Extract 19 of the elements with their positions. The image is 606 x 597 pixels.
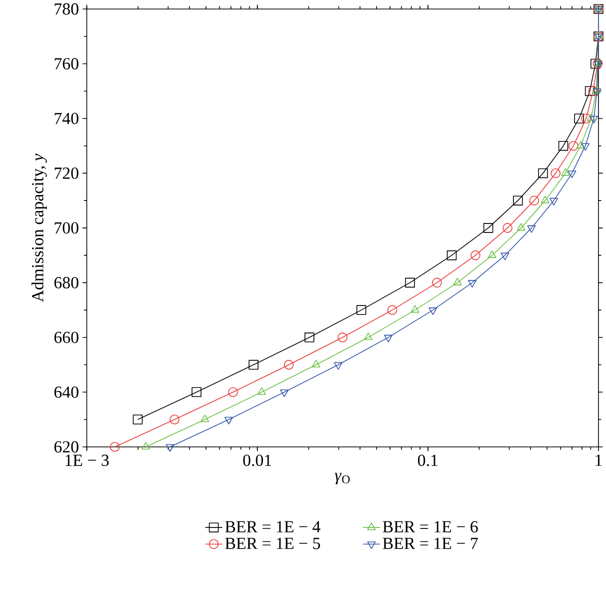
y-tick-label: 640: [54, 386, 78, 398]
y-tick-label: 740: [54, 113, 78, 124]
y-tick-label: 660: [54, 332, 78, 344]
legend-label: BER = 1E − 5: [225, 538, 320, 550]
y-tick-label: 620: [54, 441, 78, 453]
x-tick-label: 1E − 3: [66, 454, 109, 466]
y-tick-label: 700: [54, 222, 78, 234]
y-tick-label: 780: [54, 4, 78, 15]
x-tick-label: 0.1: [418, 454, 438, 466]
x-tick-label: 0.01: [243, 454, 272, 466]
y-tick-label: 760: [54, 58, 78, 70]
x-axis-title: γ$_{O}$: [334, 473, 350, 485]
y-tick-label: 680: [54, 277, 78, 289]
legend-label: BER = 1E − 6: [382, 521, 478, 533]
legend-label: BER = 1E − 7: [382, 538, 478, 550]
y-tick-label: 720: [54, 168, 78, 180]
legend-label: BER = 1E − 4: [225, 521, 320, 533]
x-tick-label: 1: [596, 454, 602, 466]
y-axis-title: Admission capacity, y: [31, 154, 47, 302]
